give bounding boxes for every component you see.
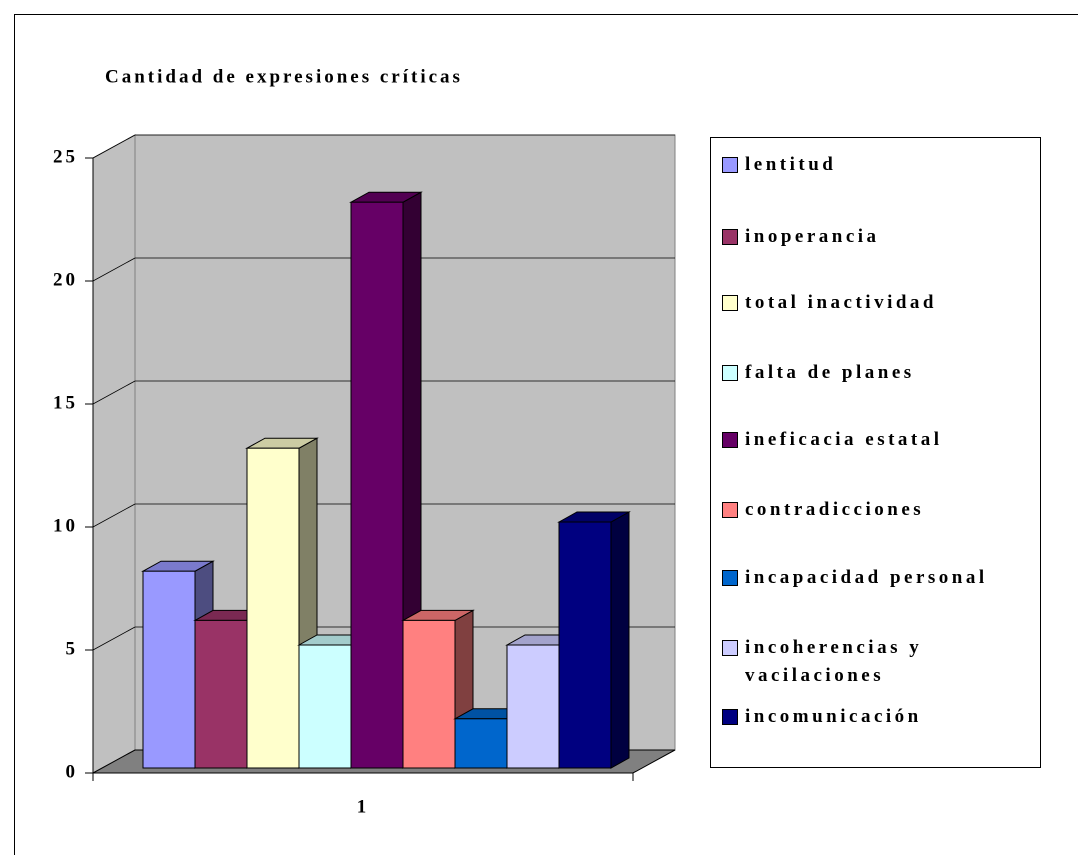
side-wall xyxy=(92,134,136,774)
bar-front xyxy=(350,201,404,769)
x-tick-label: 1 xyxy=(357,796,370,817)
chart-title: Cantidad de expresiones críticas xyxy=(105,66,463,87)
grid-line xyxy=(92,134,136,159)
legend-label: incomunicación xyxy=(745,706,922,727)
legend-swatch xyxy=(722,229,738,245)
bar-front xyxy=(558,521,612,769)
legend-swatch xyxy=(722,570,738,586)
legend-swatch xyxy=(722,709,738,725)
grid-line xyxy=(92,626,136,651)
bar-front xyxy=(142,570,196,769)
y-tick-label: 0 xyxy=(66,761,79,782)
bar-front xyxy=(506,644,560,769)
bar-front xyxy=(194,619,248,769)
legend-swatch xyxy=(722,157,738,173)
legend-box xyxy=(710,137,1041,768)
legend-label: total inactividad xyxy=(745,292,937,313)
bar-front xyxy=(454,718,508,769)
legend-label: incoherencias y vacilaciones xyxy=(745,637,923,686)
grid-line xyxy=(92,503,136,528)
legend-label: falta de planes xyxy=(745,362,915,383)
legend-swatch xyxy=(722,502,738,518)
legend-swatch xyxy=(722,640,738,656)
bar-front xyxy=(246,447,300,769)
bar-front xyxy=(298,644,352,769)
chart-border xyxy=(14,14,1078,855)
legend-label: ineficacia estatal xyxy=(745,429,943,450)
legend-swatch xyxy=(722,365,738,381)
y-tick-label: 20 xyxy=(53,269,78,290)
grid-line xyxy=(92,257,136,282)
y-tick-label: 25 xyxy=(53,146,78,167)
y-tick-label: 15 xyxy=(53,392,78,413)
legend-label: incapacidad personal xyxy=(745,567,988,588)
bar-front xyxy=(402,619,456,769)
bar xyxy=(557,511,631,769)
legend-label: lentitud xyxy=(745,154,837,175)
legend-swatch xyxy=(722,432,738,448)
legend-label: inoperancia xyxy=(745,226,880,247)
y-tick-label: 5 xyxy=(66,638,79,659)
legend-swatch xyxy=(722,295,738,311)
legend-label: contradicciones xyxy=(745,499,925,520)
bar-side xyxy=(610,511,630,769)
y-tick-label: 10 xyxy=(53,515,78,536)
grid-line xyxy=(92,380,136,405)
